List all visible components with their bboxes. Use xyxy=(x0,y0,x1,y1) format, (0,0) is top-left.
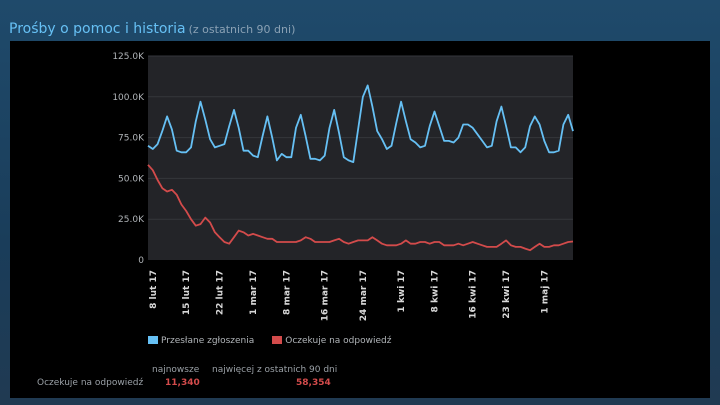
y-tick-label: 100.0K xyxy=(112,93,145,103)
x-tick-label: 22 lut 17 xyxy=(216,270,226,315)
x-tick-label: 15 lut 17 xyxy=(182,270,192,315)
page-title: Prośby o pomoc i historia (z ostatnich 90… xyxy=(9,21,295,37)
title-subtitle: (z ostatnich 90 dni) xyxy=(188,23,296,36)
stats-header-latest: najnowsze xyxy=(152,365,200,375)
stats-row-label: Oczekuje na odpowiedź xyxy=(37,378,144,388)
x-tick-label: 8 lut 17 xyxy=(149,270,159,309)
legend-item-awaiting[interactable]: Oczekuje na odpowiedź xyxy=(272,336,391,346)
x-tick-label: 1 maj 17 xyxy=(540,270,550,314)
legend-item-submitted[interactable]: Przesłane zgłoszenia xyxy=(148,336,254,346)
x-tick-label: 24 mar 17 xyxy=(359,270,369,321)
y-tick-label: 125.0K xyxy=(112,52,145,62)
stats-header-max: najwięcej z ostatnich 90 dni xyxy=(212,365,338,375)
y-tick-label: 25.0K xyxy=(118,215,145,225)
legend-swatch-submitted xyxy=(148,336,158,344)
x-tick-label: 8 mar 17 xyxy=(282,270,292,315)
x-tick-label: 1 kwi 17 xyxy=(397,270,407,312)
title-text: Prośby o pomoc i historia xyxy=(9,21,186,37)
plot-area xyxy=(148,56,573,260)
x-tick-label: 16 kwi 17 xyxy=(469,270,479,319)
legend: Przesłane zgłoszenia Oczekuje na odpowie… xyxy=(148,336,391,346)
stats-max-value: 58,354 xyxy=(296,378,331,388)
y-tick-label: 50.0K xyxy=(118,174,145,184)
y-tick-label: 75.0K xyxy=(118,134,145,144)
x-tick-label: 16 mar 17 xyxy=(321,270,331,321)
series-line-submitted xyxy=(147,84,574,163)
legend-label: Oczekuje na odpowiedź xyxy=(285,336,392,346)
y-tick-label: 0 xyxy=(138,256,144,266)
chart-panel: 0 25.0K 50.0K 75.0K 100.0K 125.0K 8 lut 17 15 l… xyxy=(10,41,710,398)
x-tick-label: 23 kwi 17 xyxy=(502,270,512,319)
series-line-awaiting xyxy=(147,164,574,252)
stats-latest-value: 11,340 xyxy=(165,378,200,388)
line-chart: 0 25.0K 50.0K 75.0K 100.0K 125.0K 8 lut 17 15 l… xyxy=(112,52,574,321)
legend-label: Przesłane zgłoszenia xyxy=(161,336,255,346)
x-tick-label: 8 kwi 17 xyxy=(431,270,441,312)
x-tick-label: 1 mar 17 xyxy=(249,270,259,315)
legend-swatch-awaiting xyxy=(272,336,283,344)
